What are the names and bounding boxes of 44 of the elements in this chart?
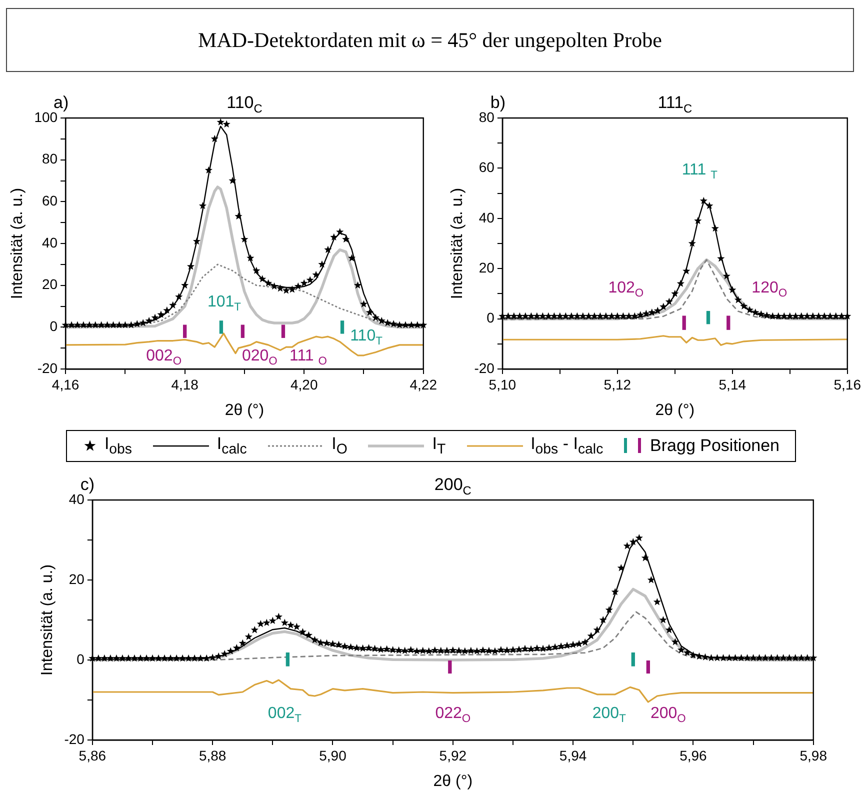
y-tick-label: 0 (50, 318, 58, 334)
y-axis-title: Intensität (a. u.) (449, 188, 466, 300)
chart-title: MAD-Detektordaten mit ω = 45° der ungepolten Probe (6, 8, 854, 72)
x-axis-title: 2θ (°) (655, 402, 695, 419)
x-tick-label: 5,14 (718, 376, 746, 392)
y-tick-label: 40 (478, 209, 495, 226)
x-tick-label: 4,18 (171, 376, 199, 392)
y-tick-label: -20 (37, 360, 58, 376)
x-tick-label: 5,16 (834, 376, 862, 392)
legend-label: I$_{O}$ (332, 434, 348, 458)
x-tick-label: 4,22 (410, 376, 438, 392)
x-tick-label: 4,20 (290, 376, 318, 392)
legend-label: I$_{obs}$ - I$_{calc}$ (530, 434, 604, 458)
annotation: 111 T (682, 161, 718, 182)
y-tick-label: 20 (478, 259, 495, 276)
x-tick-label: 5,86 (78, 747, 106, 764)
x-tick-label: 4,16 (52, 376, 80, 392)
y-axis-title: Intensität (a. u.) (39, 564, 56, 676)
x-tick-label: 5,90 (319, 747, 347, 764)
y-axis-title: Intensität (a. u.) (9, 188, 26, 300)
x-tick-label: 5,88 (198, 747, 226, 764)
y-tick-label: -20 (474, 360, 495, 376)
y-tick-label: 20 (42, 276, 58, 292)
x-tick-label: 5,96 (680, 747, 708, 764)
x-tick-label: 5,92 (439, 747, 467, 764)
x-axis-title: 2θ (°) (224, 402, 264, 419)
y-tick-label: -20 (64, 730, 85, 747)
x-tick-label: 5,10 (488, 376, 516, 392)
x-tick-label: 5,12 (604, 376, 632, 392)
legend-label: I$_{calc}$ (216, 434, 247, 458)
x-axis-title: 2θ (°) (433, 772, 473, 790)
x-tick-label: 5,98 (800, 747, 828, 764)
y-tick-label: 40 (42, 234, 58, 250)
legend-label: I$_{obs}$ (104, 434, 132, 458)
y-tick-label: 0 (486, 310, 495, 326)
y-tick-label: 60 (42, 192, 58, 209)
x-tick-label: 5,94 (559, 747, 587, 764)
y-tick-label: 0 (76, 650, 85, 667)
legend-label: I$_{T}$ (432, 434, 446, 458)
y-tick-label: 80 (42, 150, 58, 167)
annotation: 111 O (289, 348, 328, 368)
y-tick-label: 20 (68, 570, 85, 587)
y-tick-label: 60 (478, 159, 495, 176)
legend-label: Bragg Positionen (650, 436, 780, 456)
